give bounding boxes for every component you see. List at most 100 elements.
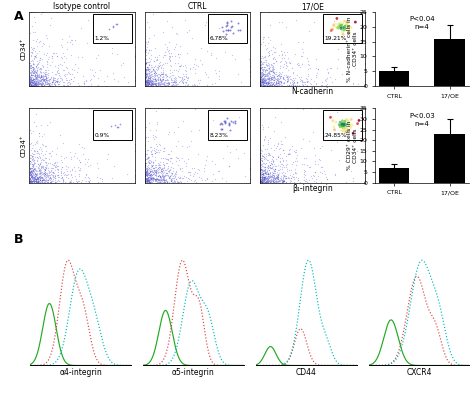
Point — [143, 79, 151, 85]
Point — [35, 57, 42, 63]
Point — [277, 41, 285, 48]
Point — [148, 75, 155, 81]
Point — [88, 66, 96, 73]
Point — [272, 83, 280, 89]
Point — [185, 176, 193, 182]
Point — [31, 83, 39, 89]
Point — [32, 78, 39, 84]
Point — [27, 49, 35, 55]
Point — [185, 75, 192, 82]
Point — [268, 81, 275, 88]
Point — [158, 80, 165, 86]
Point — [29, 168, 36, 174]
Point — [268, 173, 276, 179]
Point — [285, 175, 292, 181]
Point — [41, 164, 49, 171]
Point — [257, 82, 265, 88]
Point — [289, 174, 297, 181]
Point — [287, 9, 295, 15]
Point — [40, 51, 48, 57]
Point — [143, 174, 150, 181]
Point — [151, 167, 159, 173]
Point — [41, 177, 48, 183]
Point — [28, 105, 36, 112]
Point — [300, 174, 308, 180]
Point — [283, 78, 291, 84]
Point — [69, 167, 76, 173]
Point — [53, 77, 60, 84]
Point — [144, 147, 152, 153]
Point — [154, 74, 162, 80]
Point — [266, 64, 273, 70]
Point — [143, 82, 150, 88]
Point — [257, 178, 264, 185]
Point — [41, 71, 48, 77]
Point — [270, 166, 277, 173]
Point — [169, 82, 176, 88]
Point — [131, 175, 138, 181]
Point — [29, 164, 37, 170]
Point — [153, 77, 160, 83]
Point — [27, 81, 35, 87]
Point — [146, 57, 154, 64]
Point — [162, 71, 170, 77]
Point — [246, 105, 254, 112]
Point — [166, 167, 173, 173]
Point — [257, 169, 264, 175]
Point — [264, 163, 272, 169]
Point — [45, 81, 52, 87]
Point — [258, 179, 265, 185]
Point — [323, 176, 331, 182]
Point — [222, 119, 229, 126]
Point — [67, 172, 74, 178]
Point — [256, 177, 264, 184]
Point — [27, 174, 35, 181]
Point — [49, 76, 57, 83]
Point — [26, 170, 34, 176]
Point — [257, 65, 265, 72]
Point — [274, 80, 282, 86]
Point — [43, 80, 51, 86]
Point — [284, 67, 292, 73]
Point — [258, 179, 266, 185]
Point — [35, 73, 42, 80]
Point — [154, 64, 161, 70]
Point — [295, 62, 302, 68]
Point — [142, 70, 150, 77]
Point — [33, 172, 41, 178]
Text: n=4: n=4 — [415, 121, 429, 127]
Point — [58, 44, 66, 50]
Point — [268, 180, 275, 186]
Point — [151, 81, 159, 87]
Point — [27, 77, 35, 83]
Point — [264, 171, 271, 178]
Point — [265, 78, 273, 84]
Point — [146, 77, 154, 84]
Point — [275, 73, 283, 79]
Point — [261, 170, 269, 176]
Point — [274, 162, 282, 168]
Point — [266, 179, 274, 185]
Point — [152, 81, 159, 88]
Point — [144, 65, 152, 71]
Point — [144, 175, 152, 181]
Point — [65, 70, 73, 77]
Point — [149, 81, 157, 87]
Point — [155, 166, 163, 173]
Point — [259, 177, 266, 183]
Point — [171, 52, 178, 59]
Point — [279, 74, 287, 81]
Point — [148, 174, 156, 180]
Point — [279, 179, 286, 185]
Point — [52, 78, 59, 84]
Point — [33, 179, 41, 185]
Point — [293, 79, 301, 85]
Point — [279, 172, 286, 178]
Point — [34, 79, 42, 86]
Point — [142, 77, 149, 83]
Point — [265, 83, 273, 89]
Point — [164, 82, 172, 88]
Point — [169, 79, 177, 85]
Point — [31, 151, 38, 157]
Point — [44, 172, 51, 178]
